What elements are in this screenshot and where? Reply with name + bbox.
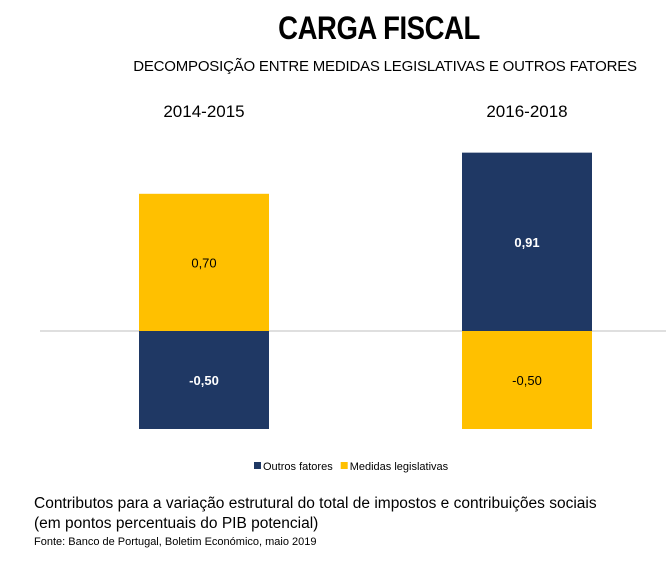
legend-swatch	[254, 462, 261, 469]
legend-swatch	[340, 462, 348, 469]
bar-segment	[462, 152, 592, 331]
chart-title: CARGA FISCAL	[278, 10, 480, 46]
bar-segment	[139, 331, 269, 429]
caption-line-2: (em pontos percentuais do PIB potencial)	[34, 515, 319, 532]
chart-subtitle: DECOMPOSIÇÃO ENTRE MEDIDAS LEGISLATIVAS …	[133, 58, 637, 75]
category-label: 2016-2018	[486, 102, 567, 121]
data-label: 0,70	[191, 255, 216, 270]
category-label: 2014-2015	[163, 102, 244, 121]
source-note: Fonte: Banco de Portugal, Boletim Económ…	[34, 536, 317, 548]
legend-label: Medidas legislativas	[350, 461, 449, 473]
bar-segment	[139, 193, 269, 331]
legend-label: Outros fatores	[263, 461, 333, 473]
bar-segment	[462, 331, 592, 429]
data-label: -0,50	[189, 373, 219, 388]
caption-line-1: Contributos para a variação estrutural d…	[34, 495, 597, 512]
data-label: 0,91	[514, 235, 539, 250]
data-label: -0,50	[512, 373, 542, 388]
caption: Contributos para a variação estrutural d…	[34, 494, 597, 534]
